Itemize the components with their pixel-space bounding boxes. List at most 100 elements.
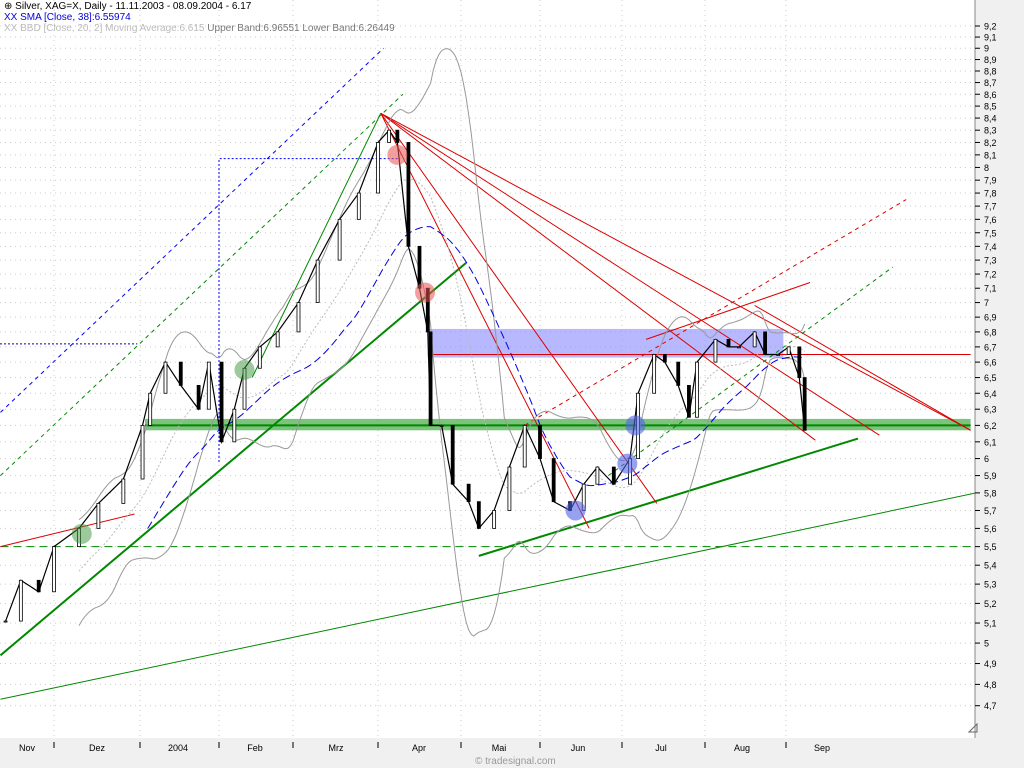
- x-tick-label: Feb: [247, 743, 263, 753]
- y-tick-label: 5,4: [984, 561, 997, 571]
- price-candle: [196, 384, 201, 410]
- trendline-red: [524, 199, 907, 426]
- price-candle: [507, 466, 512, 511]
- price-candle: [356, 192, 361, 220]
- y-tick-label: 6,5: [984, 373, 997, 383]
- trendline-red: [380, 112, 658, 504]
- y-tick-label: 4,9: [984, 659, 997, 669]
- price-candle: [802, 377, 807, 431]
- price-candle: [439, 424, 444, 427]
- trendline-red: [0, 513, 135, 548]
- x-tick-label: Apr: [412, 743, 426, 753]
- price-candle: [387, 129, 391, 143]
- price-line: [5, 129, 806, 622]
- price-candle: [786, 346, 791, 355]
- price-candle: [687, 384, 691, 418]
- price-candle: [417, 245, 422, 289]
- marker-circle-red: [387, 144, 408, 165]
- bollinger-legend[interactable]: XX BBD [Close, 20, 2] Moving Average:6.6…: [4, 23, 395, 34]
- price-candle: [148, 392, 153, 426]
- y-tick-label: 8,1: [984, 150, 997, 160]
- price-candle: [206, 361, 211, 410]
- y-tick-label: 5,6: [984, 524, 997, 534]
- y-tick-label: 8: [984, 163, 989, 173]
- chart-title-text: Silver, XAG=X, Daily - 11.11.2003 - 08.0…: [15, 1, 252, 12]
- price-candle: [551, 458, 556, 503]
- price-candle: [726, 338, 731, 348]
- price-candle: [257, 346, 262, 369]
- price-candle: [476, 501, 481, 529]
- price-candle: [428, 331, 433, 426]
- y-tick-label: 6,7: [984, 342, 997, 352]
- marker-circle-red: [415, 282, 436, 303]
- price-candle: [713, 338, 718, 363]
- y-tick-label: 9,2: [984, 22, 997, 32]
- price-candle: [652, 354, 657, 394]
- price-candle: [36, 579, 41, 593]
- marker-circle-blue: [625, 415, 646, 436]
- y-tick-label: 8,6: [984, 90, 997, 100]
- sma-legend[interactable]: XX SMA [Close, 38]:6.55974: [4, 12, 131, 23]
- price-candle: [275, 331, 280, 348]
- x-tick-label: Aug: [734, 743, 750, 753]
- y-tick-label: 6,4: [984, 389, 997, 399]
- y-tick-label: 7,3: [984, 256, 997, 266]
- watermark: © tradesignal.com: [475, 756, 556, 767]
- y-tick-label: 5,8: [984, 488, 997, 498]
- price-candle: [163, 361, 168, 394]
- y-tick-label: 4,7: [984, 701, 997, 711]
- marker-circle-blue: [565, 500, 586, 521]
- price-candle: [96, 503, 101, 529]
- y-tick-label: 9,1: [984, 33, 997, 43]
- y-tick-label: 6,6: [984, 358, 997, 368]
- blue-dotted-projection: [218, 158, 401, 462]
- bollinger-legend-ma: XX BBD [Close, 20, 2] Moving Average:6.6…: [4, 23, 205, 34]
- y-tick-label: 4,8: [984, 680, 997, 690]
- y-tick-label: 7,5: [984, 228, 997, 238]
- price-candle: [376, 142, 380, 194]
- price-candle: [140, 424, 145, 480]
- x-tick-label: Sep: [814, 743, 830, 753]
- price-candle: [3, 620, 8, 623]
- x-tick-label: Mai: [492, 743, 507, 753]
- bollinger-legend-bands: Upper Band:6.96551 Lower Band:6.26449: [207, 23, 395, 34]
- price-candle: [522, 424, 527, 468]
- trendline-green: [608, 266, 894, 476]
- price-candle: [219, 361, 224, 443]
- price-candle: [178, 361, 183, 386]
- y-tick-label: 8,9: [984, 55, 997, 65]
- price-candle: [763, 331, 767, 355]
- x-tick-label: Jul: [655, 743, 667, 753]
- y-tick-label: 5,3: [984, 580, 997, 590]
- price-candle: [450, 424, 455, 485]
- y-tick-label: 8,8: [984, 66, 997, 76]
- x-tick-label: Nov: [19, 743, 36, 753]
- trendline-red: [380, 112, 880, 436]
- price-candle: [538, 424, 542, 459]
- x-tick-label: Jun: [571, 743, 586, 753]
- resistance-zone: [427, 328, 784, 358]
- x-tick-label: 2004: [168, 743, 188, 753]
- instrument-icon: ⊕: [4, 1, 16, 12]
- y-tick-label: 8,4: [984, 114, 997, 124]
- bollinger-upper-band: [78, 48, 806, 520]
- trendline-red: [754, 305, 971, 431]
- y-tick-label: 9: [984, 44, 989, 54]
- y-tick-label: 6,2: [984, 421, 997, 431]
- y-tick-label: 7,2: [984, 270, 997, 280]
- price-candle: [737, 346, 741, 349]
- y-tick-label: 8,5: [984, 102, 997, 112]
- trendline-green: [0, 492, 975, 700]
- y-tick-label: 7,1: [984, 284, 997, 294]
- x-tick-label: Dez: [89, 743, 106, 753]
- price-candle: [492, 510, 497, 529]
- price-candle: [676, 361, 681, 386]
- trendline-red: [380, 112, 971, 431]
- y-tick-label: 5,7: [984, 506, 997, 516]
- trendline-blue: [0, 47, 384, 413]
- price-candle: [797, 346, 802, 378]
- y-tick-label: 5,5: [984, 542, 997, 552]
- y-tick-label: 8,2: [984, 138, 997, 148]
- price-candle: [395, 129, 400, 143]
